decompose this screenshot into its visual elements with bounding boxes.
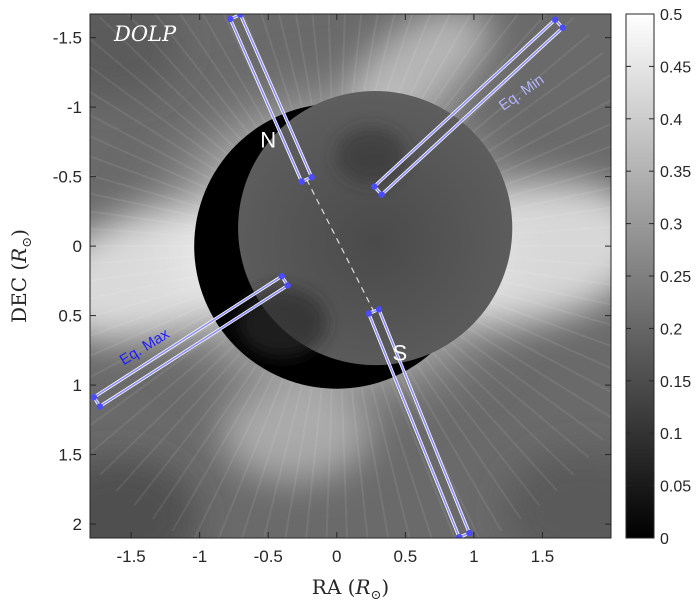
y-tick-label: 1 — [73, 376, 82, 395]
x-tick-label: -1.5 — [116, 547, 145, 566]
y-axis: -1.5 -1 -0.5 0 0.5 1 1.5 2 — [53, 29, 611, 534]
region-north-vertex — [227, 15, 234, 23]
colorbar-tick-label: 0.1 — [660, 426, 682, 443]
x-axis-unit-sub: ⊙ — [371, 588, 382, 603]
region-eq-min-vertex — [559, 24, 566, 31]
region-south-vertex — [375, 306, 383, 313]
region-eq-max-vertex — [96, 403, 104, 410]
x-tick-label: -0.5 — [254, 547, 283, 566]
x-tick-label: 1 — [469, 547, 478, 566]
x-axis: -1.5 -1 -0.5 0 0.5 1 1.5 — [116, 14, 554, 566]
region-eq-min-vertex — [378, 191, 385, 198]
y-tick-label: 0 — [73, 237, 82, 256]
symmetry-axis-line — [306, 179, 375, 312]
x-axis-unit: R — [354, 575, 370, 599]
region-north-vertex — [237, 14, 244, 18]
region-north-vertex — [298, 178, 305, 185]
y-tick-label: 2 — [73, 515, 82, 534]
y-tick-label: 0.5 — [58, 307, 82, 326]
x-axis-label: RA (R⊙) — [312, 575, 389, 603]
colorbar-tick-label: 0.5 — [660, 7, 682, 24]
colorbar-tick-label: 0.25 — [660, 269, 691, 286]
x-tick-label: -1 — [192, 547, 207, 566]
region-eq-max-vertex — [278, 273, 285, 280]
colorbar-tick-label: 0 — [660, 531, 669, 548]
region-north-vertex — [308, 173, 315, 181]
region-eq-max-vertex — [90, 393, 98, 401]
dark-corners — [90, 14, 611, 538]
region-north-label: N — [260, 128, 276, 153]
colorbar-tick-label: 0.4 — [660, 112, 682, 129]
y-axis-unit: R — [7, 248, 31, 264]
region-south-vertex — [456, 534, 463, 538]
radial-streaks — [90, 14, 611, 538]
colorbar-tick-label: 0.2 — [660, 321, 682, 338]
region-south-vertex — [365, 310, 372, 317]
dolp-image — [90, 14, 611, 538]
region-south: S — [365, 306, 473, 538]
y-tick-label: -0.5 — [53, 168, 82, 187]
y-tick-label: -1.5 — [53, 29, 82, 48]
region-south-label: S — [393, 340, 408, 365]
colorbar-tick-label: 0.3 — [660, 217, 682, 234]
colorbar-tick-label: 0.15 — [660, 374, 691, 391]
x-tick-label: 0.5 — [394, 547, 418, 566]
region-eq-max-vertex — [284, 282, 291, 289]
region-north: N — [227, 14, 315, 185]
x-axis-label-name: RA — [312, 575, 342, 599]
colorbar-tick-label: 0.05 — [660, 479, 691, 496]
x-tick-label: 1.5 — [531, 547, 555, 566]
colorbar-tick-label: 0.45 — [660, 59, 691, 76]
region-eq-min-vertex — [371, 183, 378, 190]
plot-frame — [89, 13, 612, 539]
colorbar: 0 0.05 0.1 0.15 0.2 0.25 0.3 0.35 0.4 0.45 0.5 — [625, 7, 691, 548]
plot-title: DOLP — [113, 22, 177, 46]
colorbar-ticks: 0 0.05 0.1 0.15 0.2 0.25 0.3 0.35 0.4 0.45 0.5 — [626, 7, 691, 548]
y-tick-label: 1.5 — [58, 446, 82, 465]
y-tick-label: -1 — [67, 98, 82, 117]
x-tick-label: 0 — [332, 547, 341, 566]
region-eq-min-vertex — [551, 16, 559, 23]
y-axis-unit-sub: ⊙ — [20, 237, 35, 248]
y-axis-label: DEC (R⊙) — [7, 229, 35, 323]
region-south-vertex — [466, 529, 473, 537]
colorbar-tick-label: 0.35 — [660, 164, 691, 181]
y-axis-label-name: DEC — [7, 277, 31, 323]
